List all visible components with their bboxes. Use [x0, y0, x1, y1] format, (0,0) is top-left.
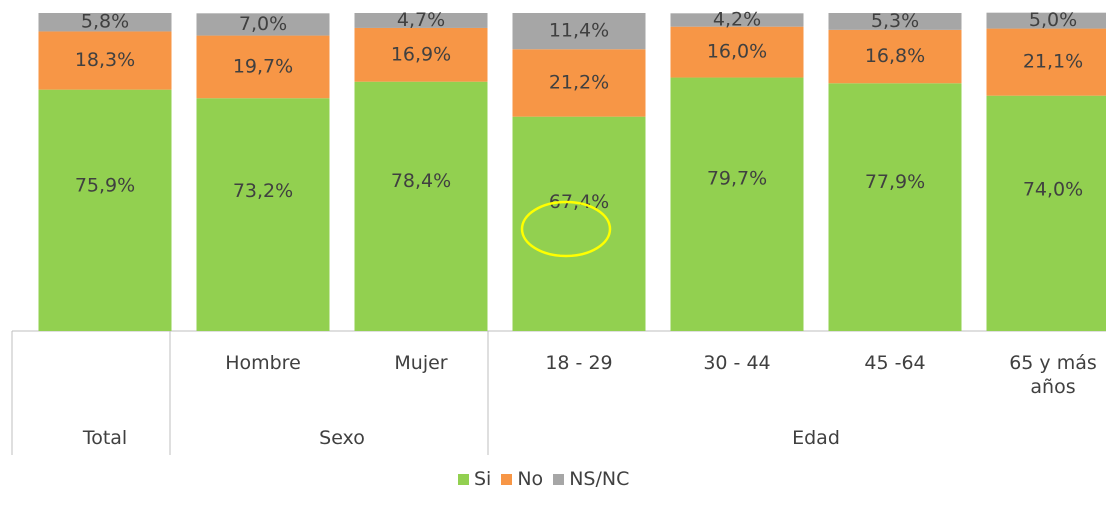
bar-segment [354, 13, 488, 28]
category-label: 18 - 29 [545, 352, 613, 374]
value-label: 16,8% [865, 45, 925, 67]
bar-segment [38, 31, 172, 90]
value-label: 73,2% [233, 180, 293, 202]
value-label: 18,3% [75, 49, 135, 71]
bar-segment [196, 13, 330, 36]
value-label: 78,4% [391, 170, 451, 192]
category-label: Hombre [225, 352, 301, 374]
legend-swatch [553, 473, 565, 485]
bar-segment [196, 98, 330, 331]
bar-segment [986, 95, 1106, 332]
value-label: 16,0% [707, 41, 767, 63]
category-label: 45 -64 [864, 352, 926, 374]
bar-segment [354, 81, 488, 331]
group-label: Total [82, 427, 128, 449]
value-label: 21,2% [549, 71, 609, 93]
value-label: 4,2% [713, 8, 761, 30]
value-label: 21,1% [1023, 51, 1083, 73]
legend-item: Si [458, 468, 491, 490]
bar-segment [670, 13, 804, 27]
legend-label: Si [474, 468, 492, 490]
value-label: 79,7% [707, 167, 767, 189]
bar-segment [670, 26, 804, 78]
legend-swatch [458, 473, 469, 485]
bar-segment [986, 12, 1106, 29]
bar-segment [986, 28, 1106, 96]
bar-segment [828, 13, 962, 30]
legend-item: No [501, 468, 543, 490]
group-label: Sexo [319, 427, 365, 449]
category-label: 65 y más años [1009, 352, 1097, 398]
bar-segment [354, 27, 488, 82]
value-label: 11,4% [549, 20, 609, 42]
group-label: Edad [792, 427, 840, 449]
bar-segment [512, 49, 646, 117]
value-label: 16,9% [391, 43, 451, 65]
bar-segment [38, 13, 172, 32]
category-label: Mujer [394, 352, 448, 374]
value-label: 4,7% [397, 9, 445, 31]
legend-swatch [501, 473, 513, 485]
bar-segment [670, 77, 804, 331]
highlight-ring [520, 200, 612, 258]
value-label: 5,8% [81, 11, 129, 33]
value-label: 5,3% [871, 10, 919, 32]
value-label: 5,0% [1029, 9, 1077, 31]
bar-segment [196, 35, 330, 99]
value-label: 19,7% [233, 55, 293, 77]
bar-segment [512, 13, 646, 50]
bar-segment [38, 89, 172, 331]
legend-label: No [517, 468, 544, 490]
value-label: 75,9% [75, 175, 135, 197]
value-label: 74,0% [1023, 178, 1083, 200]
value-label: 77,9% [865, 171, 925, 193]
category-label: 30 - 44 [703, 352, 771, 374]
bar-segment [828, 83, 962, 331]
bar-segment [512, 116, 646, 331]
bar-segment [828, 29, 962, 84]
value-label: 7,0% [239, 13, 287, 35]
legend-label: NS/NC [569, 468, 630, 490]
legend-item: NS/NC [553, 468, 629, 490]
